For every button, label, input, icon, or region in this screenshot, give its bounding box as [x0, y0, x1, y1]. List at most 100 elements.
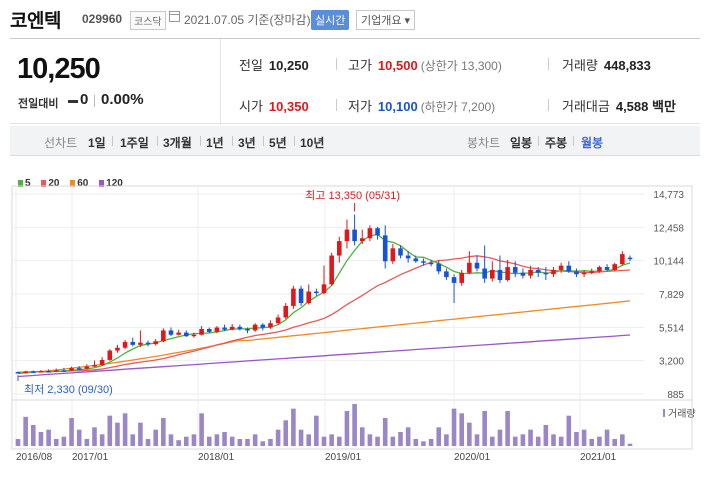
trade-amount: 거래대금 4,588 백만 [562, 96, 676, 115]
divider [112, 136, 113, 146]
y-tick-label: 885 [667, 390, 684, 401]
volume-bar [298, 429, 304, 446]
candle-daily[interactable]: 일봉 [510, 136, 533, 150]
candle-body [390, 248, 396, 262]
volume-bar [352, 404, 357, 446]
volume-bar [444, 434, 449, 446]
volume-bar [84, 439, 90, 446]
candle-body [444, 271, 449, 278]
candle-body [413, 258, 419, 262]
volume-bar [237, 439, 243, 446]
candle-body [268, 323, 273, 328]
candle-body [612, 264, 617, 270]
volume-bar [214, 434, 220, 446]
candle-body [229, 326, 235, 330]
candle-body [535, 269, 541, 273]
volume-bar [520, 434, 526, 446]
current-price-box: 10,250 전일대비 0 0.00% [10, 39, 221, 125]
volume-bar [206, 436, 212, 446]
volume-bar [191, 434, 197, 446]
volume-bar [543, 425, 549, 446]
prev-close: 전일 10,250 [239, 55, 309, 74]
candle-body [574, 271, 579, 275]
candle-body [329, 255, 334, 285]
volume-bar [306, 434, 311, 446]
candle-body [620, 254, 625, 265]
candle-body [31, 371, 36, 373]
volume-bar [321, 436, 327, 446]
volume-bar [222, 432, 227, 446]
x-tick-label: 2017/01 [72, 452, 109, 463]
legend-swatch [18, 180, 23, 187]
volume-bar [15, 439, 21, 446]
prev-close-label: 전일 [239, 58, 263, 73]
y-tick-label: 14,773 [653, 190, 684, 201]
period-1d[interactable]: 1일 [88, 136, 106, 150]
period-5y[interactable]: 5년 [269, 136, 287, 150]
volume-bar [551, 434, 556, 446]
open-price: 시가 10,350 [239, 96, 309, 115]
change-value: 0 [80, 91, 89, 108]
volume-bar [612, 439, 617, 446]
candle-weekly[interactable]: 주봉 [545, 136, 568, 150]
x-tick-label: 2018/01 [198, 452, 235, 463]
y-tick-label: 5,514 [659, 323, 684, 334]
volume-bar [99, 434, 105, 446]
candle-body [153, 341, 158, 345]
volume-bar [31, 425, 36, 446]
volume-bar [344, 411, 350, 446]
candle-body [352, 229, 357, 242]
volume-bar [314, 415, 319, 446]
candle-body [107, 350, 113, 360]
period-10y[interactable]: 10년 [300, 136, 325, 150]
candle-body [53, 370, 59, 372]
candle-body [115, 347, 120, 351]
volume-bar [390, 436, 396, 446]
candle-body [76, 368, 82, 370]
divider [263, 136, 264, 146]
volume-bar [176, 440, 181, 446]
candle-body [122, 341, 128, 348]
candle-body [176, 332, 181, 335]
candle-body [145, 342, 151, 345]
open-value: 10,350 [268, 99, 309, 114]
candle-monthly[interactable]: 월봉 [581, 136, 604, 150]
company-info-dropdown[interactable]: 기업개요 ▾ [356, 10, 416, 30]
volume-bar [184, 436, 189, 446]
volume-bar [329, 434, 334, 446]
candle-body [597, 267, 602, 272]
as-of-date: 2021.07.05 기준(장마감) [184, 13, 311, 27]
legend-swatch [99, 180, 105, 187]
volume-bar [38, 432, 44, 446]
flat-icon [68, 100, 78, 103]
volume-bar [252, 434, 258, 446]
period-1y[interactable]: 1년 [206, 136, 224, 150]
candle-body [69, 368, 74, 371]
realtime-button[interactable]: 실시간 [311, 10, 350, 30]
legend-ma120: 120 [99, 178, 123, 189]
chart-frame [11, 185, 693, 450]
x-tick-label: 2019/01 [325, 452, 362, 463]
period-1w[interactable]: 1주일 [120, 136, 149, 150]
candle-body [23, 371, 28, 373]
open-label: 시가 [239, 99, 263, 114]
volume-bar [367, 434, 373, 446]
candle-body [558, 265, 564, 270]
volume-bar [168, 434, 174, 446]
legend-swatch [41, 180, 47, 187]
candle-body [344, 229, 350, 242]
candle-body [512, 267, 518, 273]
candle-body [46, 371, 51, 373]
candle-body [92, 364, 97, 367]
period-3y[interactable]: 3년 [238, 136, 256, 150]
candle-body [252, 324, 258, 331]
volume-bar [122, 413, 128, 446]
low-label: 저가 [348, 99, 372, 114]
y-tick-label: 7,829 [659, 290, 684, 301]
volume-bar [283, 420, 289, 446]
candle-body [199, 328, 204, 335]
period-3m[interactable]: 3개월 [163, 136, 192, 150]
x-tick-label: 2021/01 [580, 452, 617, 463]
volume-bar [436, 427, 442, 446]
